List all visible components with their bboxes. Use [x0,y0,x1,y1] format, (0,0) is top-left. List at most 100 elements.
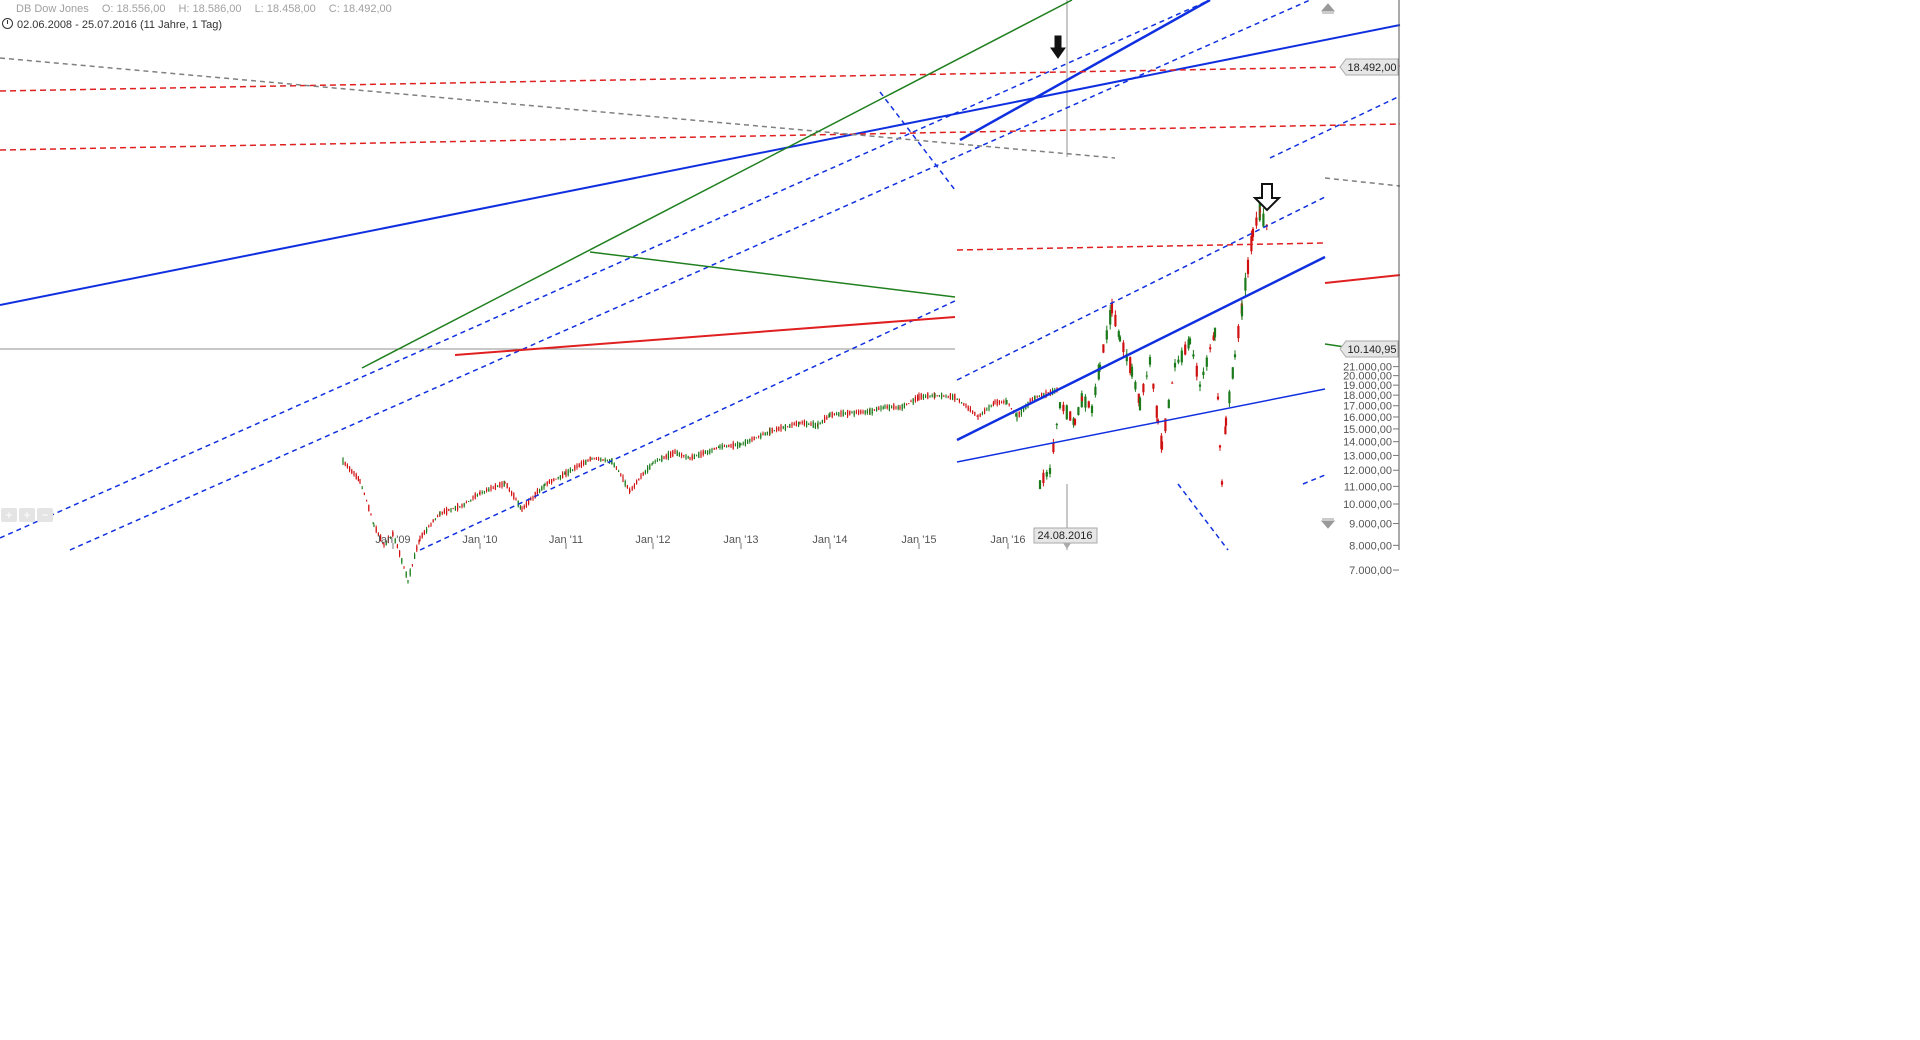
trendline [69,0,1311,551]
x-tick-label: Jan '10 [462,534,497,546]
zoom-controls: + + − [1,508,53,522]
candle [1008,403,1010,405]
candle [876,406,878,412]
date-range: 02.06.2008 - 25.07.2016 (11 Jahre, 1 Tag… [17,19,223,31]
zoom-in-button-2[interactable]: + [19,508,35,522]
y-tick-label: 8.000,00 [1349,540,1392,552]
candle [387,536,389,543]
candle [366,500,368,502]
candle [461,503,463,507]
zoom-out-button[interactable]: − [37,508,53,522]
candle [954,396,956,398]
inset-candle [1080,396,1084,401]
candle [624,481,626,486]
candle [1034,395,1036,400]
candle [476,494,478,497]
inset-candle [1220,481,1224,485]
candle [622,476,624,483]
candle [814,422,816,429]
candle [519,506,521,509]
candle [511,491,513,495]
candle [483,491,485,493]
candle [401,558,403,563]
candle [947,396,949,398]
candle [739,442,741,448]
candle [600,458,602,461]
inset-candle [1045,471,1048,477]
candle [1018,411,1020,417]
candle [918,393,920,401]
candle [587,460,589,462]
candle [908,403,910,405]
candle [439,511,441,516]
candle [615,467,617,469]
candle [990,405,992,407]
candle [689,457,691,460]
candle [602,459,604,461]
candle [598,458,600,460]
candle [925,395,927,398]
trendline [0,123,1401,151]
candle [620,474,622,476]
candle [613,463,615,468]
inset-candle [1129,357,1132,374]
candle [986,408,988,410]
candle [799,421,801,425]
candle [956,399,958,401]
candle [895,407,897,409]
secondary-price-tag-box [1339,340,1399,358]
candle [534,491,536,499]
x-tick-label: Jan '13 [723,534,758,546]
candle [869,408,871,415]
candle [604,459,606,462]
candle [806,421,808,427]
candle [693,454,695,460]
candle [974,411,976,416]
candle [674,450,676,455]
inset-candle [1142,384,1145,393]
candle [515,498,517,501]
scroll-down-icon [1320,518,1336,529]
candle [385,540,387,546]
down-arrow-icon [1050,35,1066,59]
inset-candle [1188,338,1192,345]
candle [649,464,651,470]
candle [416,546,418,551]
close-value: C: 18.492,00 [328,3,392,15]
candle [782,426,784,429]
candle [403,566,405,568]
candle [994,400,996,404]
candle [667,452,669,459]
inset-candle [1224,417,1228,426]
candle [551,479,553,484]
secondary-price-tag: 10.140,95 [1348,344,1397,356]
candles-layer [342,196,1268,584]
candle [704,450,706,454]
last-price-tag-box [1339,58,1399,76]
clock-icon [2,18,13,29]
candle [494,484,496,490]
candle [826,416,828,419]
candle [670,451,672,458]
candle [976,415,978,417]
inset-candle [1072,418,1075,425]
candle [740,444,742,446]
inset-candle [1251,228,1255,237]
inset-candle [1192,354,1195,357]
date-range-row: 02.06.2008 - 25.07.2016 (11 Jahre, 1 Tag… [2,18,222,31]
candle [969,407,971,413]
candle [744,440,746,446]
candle [353,471,355,476]
chart-header: DB Dow Jones O: 18.556,00 H: 18.586,00 L… [0,0,1400,34]
inset-candle [1048,468,1052,474]
high-value: H: 18.586,00 [178,3,242,15]
candle [938,395,940,397]
candle [351,470,353,474]
candle [488,488,490,492]
zoom-in-button[interactable]: + [1,508,17,522]
trendline [0,24,1401,306]
candle [687,456,689,458]
candle [977,414,979,419]
candle [405,572,407,577]
